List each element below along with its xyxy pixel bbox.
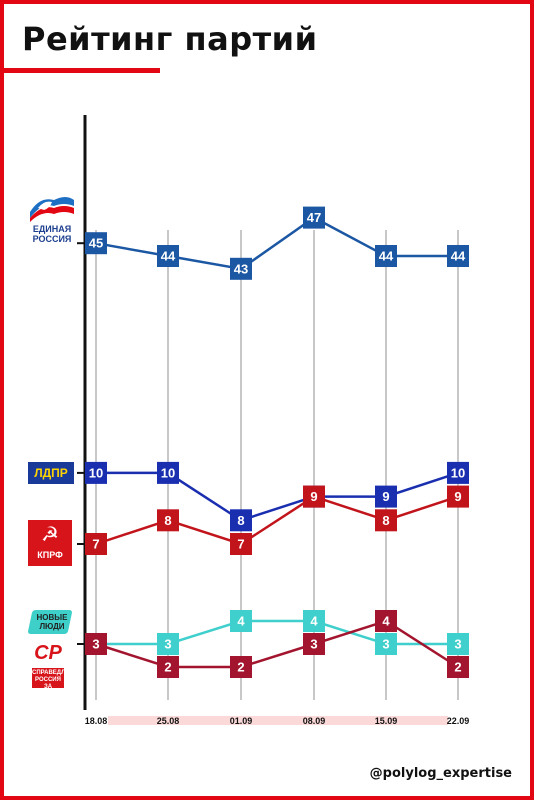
data-point-er (303, 206, 325, 229)
data-label-sr: 3 (310, 637, 317, 652)
new-people-logo-text: НОВЫЕ ЛЮДИ (36, 613, 68, 631)
data-label-ldpr: 10 (89, 465, 103, 480)
data-label-ldpr: 10 (451, 465, 465, 480)
sr-logo-text: СПРАВЕДЛИВАЯ РОССИЯ ЗА ПРАВДУ (32, 670, 83, 697)
data-label-sr: 2 (237, 660, 244, 675)
data-point-er (375, 245, 397, 267)
er-logo: ЕДИНАЯ РОССИЯ (24, 190, 80, 262)
data-point-sr (303, 633, 325, 655)
data-point-kprf (303, 485, 325, 508)
data-label-new_people: 4 (237, 614, 245, 629)
hammer-sickle-icon: ☭ (41, 524, 59, 546)
data-point-sr (375, 610, 397, 632)
data-label-sr: 2 (454, 660, 461, 675)
x-tick-label: 08.09 (303, 716, 326, 726)
data-point-er (157, 245, 179, 267)
data-point-sr (157, 656, 179, 678)
series-line-er (95, 216, 458, 271)
data-label-new_people: 3 (382, 637, 389, 652)
data-point-er (230, 257, 252, 280)
data-label-ldpr: 10 (161, 465, 175, 480)
data-label-er: 44 (161, 249, 176, 264)
series-line-new_people (96, 619, 458, 646)
data-point-ldpr (85, 461, 107, 484)
data-label-kprf: 7 (92, 537, 99, 552)
data-label-sr: 3 (92, 637, 99, 652)
data-point-ldpr (447, 461, 469, 484)
x-tick-label: 25.08 (157, 716, 180, 726)
data-label-er: 43 (234, 261, 248, 276)
x-tick-label: 15.09 (375, 716, 398, 726)
x-tick-label: 22.09 (447, 716, 470, 726)
data-point-kprf (157, 509, 179, 532)
data-label-kprf: 8 (164, 513, 171, 528)
date-band (108, 716, 448, 725)
source-handle: @polylog_expertise (369, 766, 512, 781)
data-label-ldpr: 8 (237, 513, 244, 528)
kprf-logo-text: КПРФ (37, 550, 63, 560)
data-label-kprf: 8 (382, 513, 389, 528)
data-point-new_people (230, 610, 252, 632)
data-point-new_people (157, 633, 179, 655)
sr-logo-mark: СР (34, 642, 62, 664)
er-logo-text: ЕДИНАЯ РОССИЯ (32, 224, 72, 244)
sr-logo: СР СПРАВЕДЛИВАЯ РОССИЯ ЗА ПРАВДУ (30, 642, 82, 697)
data-label-kprf: 9 (310, 489, 317, 504)
title-underline (0, 68, 160, 73)
data-label-kprf: 7 (237, 537, 244, 552)
page-title: Рейтинг партий (22, 20, 318, 58)
data-point-new_people (375, 633, 397, 655)
sr-logo-bar (32, 668, 64, 688)
data-point-er (85, 232, 107, 255)
data-point-sr (447, 656, 469, 678)
data-label-sr: 2 (164, 660, 171, 675)
data-label-ldpr: 9 (382, 489, 389, 504)
data-label-new_people: 3 (454, 637, 461, 652)
data-label-new_people: 3 (164, 637, 171, 652)
data-point-sr (85, 633, 107, 655)
data-point-ldpr (230, 509, 252, 532)
data-point-new_people (303, 610, 325, 632)
x-tick-label: 01.09 (230, 716, 253, 726)
data-point-er (447, 245, 469, 267)
data-label-er: 45 (89, 236, 103, 251)
series-line-sr (95, 619, 459, 669)
data-point-ldpr (375, 485, 397, 508)
data-point-sr (230, 656, 252, 678)
data-label-sr: 4 (382, 614, 390, 629)
bear-flag-icon (30, 197, 74, 222)
ldpr-logo: ЛДПР (28, 462, 74, 484)
data-point-kprf (375, 509, 397, 532)
new-people-logo: НОВЫЕ ЛЮДИ (27, 610, 74, 636)
x-tick-label: 18.08 (85, 716, 108, 726)
data-point-kprf (447, 485, 469, 508)
data-label-kprf: 9 (454, 489, 461, 504)
data-label-er: 44 (451, 249, 466, 264)
data-point-new_people (447, 633, 469, 655)
data-point-ldpr (157, 461, 179, 484)
data-label-er: 47 (307, 210, 321, 225)
series-line-kprf (95, 495, 459, 546)
data-point-kprf (85, 533, 107, 555)
data-point-kprf (230, 533, 252, 555)
data-label-er: 44 (379, 249, 394, 264)
kprf-logo: ☭ КПРФ (28, 520, 72, 566)
data-label-new_people: 4 (310, 614, 318, 629)
series-line-ldpr (96, 471, 459, 522)
